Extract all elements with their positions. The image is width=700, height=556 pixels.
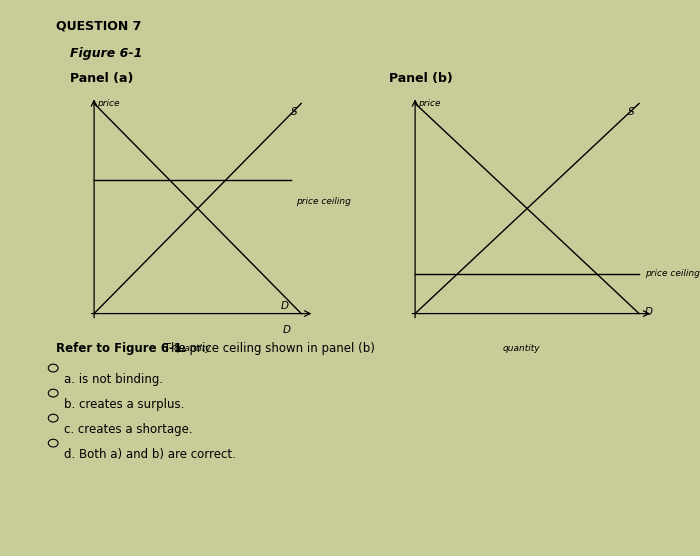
Text: D: D: [283, 325, 291, 335]
Text: Panel (a): Panel (a): [70, 72, 134, 85]
Text: price: price: [418, 99, 440, 108]
Text: Figure 6-1: Figure 6-1: [70, 47, 142, 60]
Text: D: D: [645, 306, 652, 316]
Text: price ceiling: price ceiling: [296, 197, 351, 206]
Text: Panel (b): Panel (b): [389, 72, 452, 85]
Text: price ceiling: price ceiling: [645, 269, 699, 278]
Text: price: price: [97, 99, 119, 108]
Text: Refer to Figure 6-1.: Refer to Figure 6-1.: [56, 342, 187, 355]
Text: The price ceiling shown in panel (b): The price ceiling shown in panel (b): [160, 342, 374, 355]
Text: QUESTION 7: QUESTION 7: [56, 19, 141, 32]
Text: quantity: quantity: [174, 344, 211, 353]
Text: S: S: [291, 107, 298, 117]
Text: b. creates a surplus.: b. creates a surplus.: [64, 398, 185, 410]
Text: d. Both a) and b) are correct.: d. Both a) and b) are correct.: [64, 448, 237, 460]
Text: S: S: [628, 107, 634, 117]
Text: a. is not binding.: a. is not binding.: [64, 373, 164, 385]
Text: quantity: quantity: [503, 344, 540, 353]
Text: c. creates a shortage.: c. creates a shortage.: [64, 423, 193, 435]
Text: D: D: [281, 301, 288, 311]
